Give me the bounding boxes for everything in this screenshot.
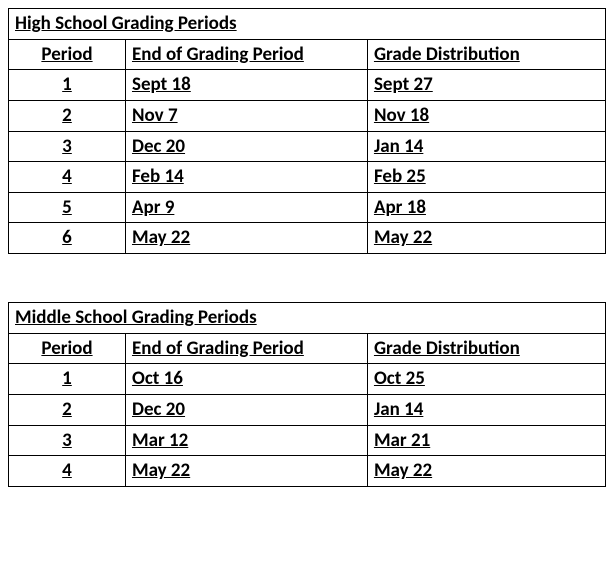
high-school-table-block: High School Grading Periods Period End o… [8,8,606,254]
cell-dist: Mar 21 [367,425,605,456]
cell-period: 1 [9,364,126,395]
cell-period: 3 [9,425,126,456]
cell-period: 1 [9,70,126,101]
cell-dist: Nov 18 [367,100,605,131]
cell-dist: Oct 25 [367,364,605,395]
cell-end: Oct 16 [125,364,367,395]
cell-end: Nov 7 [125,100,367,131]
table-row: 1Oct 16Oct 25 [9,364,606,395]
cell-dist: Apr 18 [367,192,605,223]
col-header-end: End of Grading Period [125,39,367,70]
table-row: 3Dec 20Jan 14 [9,131,606,162]
middle-school-rows: 1Oct 16Oct 252Dec 20Jan 143Mar 12Mar 214… [9,364,606,487]
table-header-row: Period End of Grading Period Grade Distr… [9,39,606,70]
cell-end: May 22 [125,456,367,487]
table-row: 4Feb 14Feb 25 [9,162,606,193]
cell-end: May 22 [125,223,367,254]
cell-period: 6 [9,223,126,254]
col-header-dist: Grade Distribution [367,333,605,364]
cell-dist: May 22 [367,456,605,487]
middle-school-table: Middle School Grading Periods Period End… [8,302,606,487]
table-row: 4May 22May 22 [9,456,606,487]
col-header-period: Period [9,333,126,364]
cell-period: 4 [9,162,126,193]
table-row: 5Apr 9Apr 18 [9,192,606,223]
table-title-row: High School Grading Periods [9,9,606,40]
table-header-row: Period End of Grading Period Grade Distr… [9,333,606,364]
table-title: High School Grading Periods [9,9,606,40]
table-row: 2Dec 20Jan 14 [9,395,606,426]
col-header-end: End of Grading Period [125,333,367,364]
cell-end: Feb 14 [125,162,367,193]
high-school-table: High School Grading Periods Period End o… [8,8,606,254]
col-header-period: Period [9,39,126,70]
table-row: 2Nov 7Nov 18 [9,100,606,131]
table-title: Middle School Grading Periods [9,303,606,334]
table-title-row: Middle School Grading Periods [9,303,606,334]
cell-end: Dec 20 [125,395,367,426]
cell-dist: May 22 [367,223,605,254]
cell-dist: Sept 27 [367,70,605,101]
middle-school-table-block: Middle School Grading Periods Period End… [8,302,606,487]
cell-end: Dec 20 [125,131,367,162]
cell-period: 2 [9,395,126,426]
cell-dist: Jan 14 [367,395,605,426]
col-header-dist: Grade Distribution [367,39,605,70]
cell-period: 4 [9,456,126,487]
cell-period: 3 [9,131,126,162]
cell-end: Apr 9 [125,192,367,223]
cell-period: 2 [9,100,126,131]
cell-period: 5 [9,192,126,223]
table-row: 1Sept 18Sept 27 [9,70,606,101]
high-school-rows: 1Sept 18Sept 272Nov 7Nov 183Dec 20Jan 14… [9,70,606,254]
cell-end: Mar 12 [125,425,367,456]
cell-dist: Feb 25 [367,162,605,193]
table-row: 6May 22May 22 [9,223,606,254]
cell-end: Sept 18 [125,70,367,101]
cell-dist: Jan 14 [367,131,605,162]
table-row: 3Mar 12Mar 21 [9,425,606,456]
